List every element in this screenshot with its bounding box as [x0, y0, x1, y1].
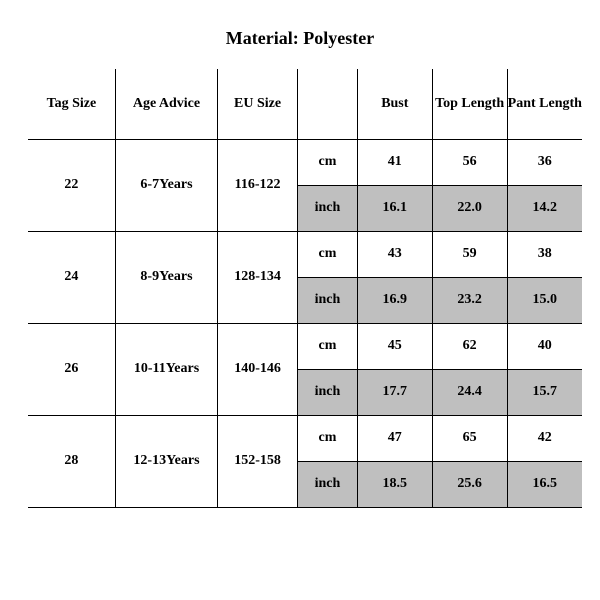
table-body: 22 6-7Years 116-122 cm 41 56 36 inch 16.… [28, 139, 582, 507]
table-row: 22 6-7Years 116-122 cm 41 56 36 [28, 139, 582, 185]
cell-pant: 16.5 [507, 461, 582, 507]
cell-top: 23.2 [432, 277, 507, 323]
cell-age: 6-7Years [115, 139, 217, 231]
cell-unit: inch [297, 277, 357, 323]
cell-tag-size: 22 [28, 139, 115, 231]
cell-pant: 15.0 [507, 277, 582, 323]
cell-unit: cm [297, 139, 357, 185]
cell-bust: 41 [357, 139, 432, 185]
cell-tag-size: 28 [28, 415, 115, 507]
cell-bust: 16.9 [357, 277, 432, 323]
cell-eu: 140-146 [218, 323, 298, 415]
col-age-advice: Age Advice [115, 69, 217, 139]
page-title: Material: Polyester [0, 0, 600, 69]
col-pant-length: Pant Length [507, 69, 582, 139]
size-table: Tag Size Age Advice EU Size Bust Top Len… [28, 69, 582, 508]
cell-eu: 152-158 [218, 415, 298, 507]
cell-eu: 128-134 [218, 231, 298, 323]
table-row: 28 12-13Years 152-158 cm 47 65 42 [28, 415, 582, 461]
cell-top: 62 [432, 323, 507, 369]
cell-top: 25.6 [432, 461, 507, 507]
size-table-wrap: Tag Size Age Advice EU Size Bust Top Len… [0, 69, 600, 508]
cell-pant: 36 [507, 139, 582, 185]
cell-unit: cm [297, 323, 357, 369]
cell-tag-size: 26 [28, 323, 115, 415]
cell-top: 65 [432, 415, 507, 461]
cell-top: 59 [432, 231, 507, 277]
col-tag-size: Tag Size [28, 69, 115, 139]
cell-bust: 16.1 [357, 185, 432, 231]
col-top-length: Top Length [432, 69, 507, 139]
cell-top: 24.4 [432, 369, 507, 415]
cell-top: 56 [432, 139, 507, 185]
cell-unit: inch [297, 369, 357, 415]
cell-tag-size: 24 [28, 231, 115, 323]
col-bust: Bust [357, 69, 432, 139]
cell-unit: inch [297, 461, 357, 507]
table-header-row: Tag Size Age Advice EU Size Bust Top Len… [28, 69, 582, 139]
cell-pant: 14.2 [507, 185, 582, 231]
table-row: 24 8-9Years 128-134 cm 43 59 38 [28, 231, 582, 277]
cell-age: 8-9Years [115, 231, 217, 323]
cell-eu: 116-122 [218, 139, 298, 231]
cell-bust: 45 [357, 323, 432, 369]
cell-top: 22.0 [432, 185, 507, 231]
cell-pant: 40 [507, 323, 582, 369]
col-unit [297, 69, 357, 139]
table-row: 26 10-11Years 140-146 cm 45 62 40 [28, 323, 582, 369]
cell-unit: cm [297, 231, 357, 277]
cell-bust: 47 [357, 415, 432, 461]
cell-unit: inch [297, 185, 357, 231]
cell-pant: 15.7 [507, 369, 582, 415]
cell-unit: cm [297, 415, 357, 461]
cell-pant: 38 [507, 231, 582, 277]
cell-pant: 42 [507, 415, 582, 461]
cell-age: 12-13Years [115, 415, 217, 507]
cell-bust: 43 [357, 231, 432, 277]
cell-bust: 17.7 [357, 369, 432, 415]
cell-age: 10-11Years [115, 323, 217, 415]
col-eu-size: EU Size [218, 69, 298, 139]
cell-bust: 18.5 [357, 461, 432, 507]
